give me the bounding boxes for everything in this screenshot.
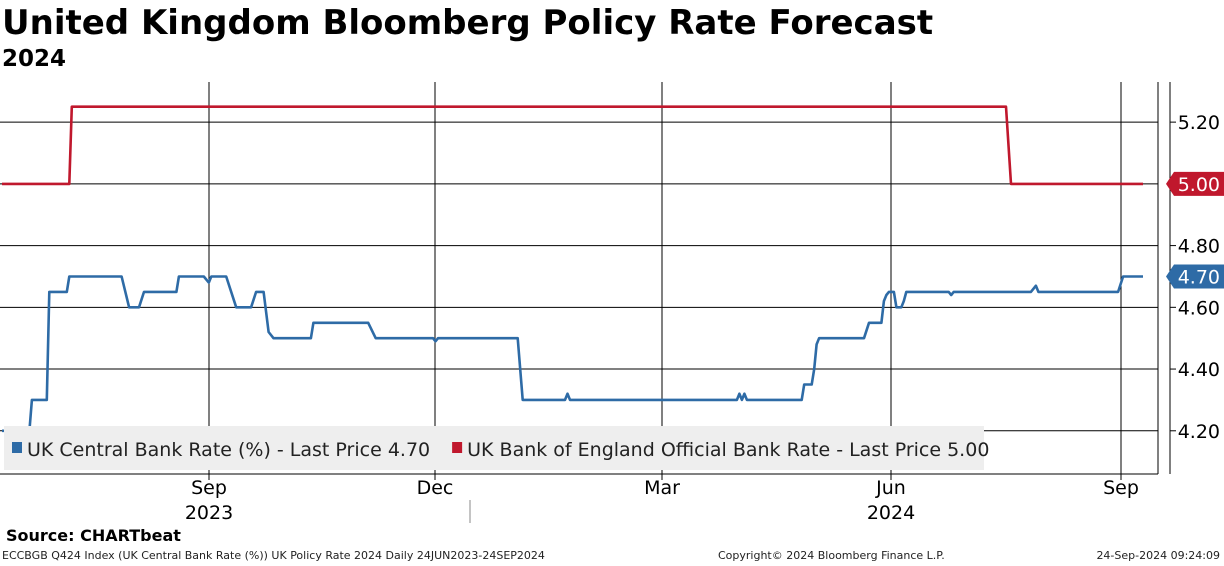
x-tick-label: Dec xyxy=(417,477,454,499)
y-tick-label: 4.40 xyxy=(1178,359,1220,381)
year-label: 2024 xyxy=(867,502,915,524)
chart-title: United Kingdom Bloomberg Policy Rate For… xyxy=(2,3,934,43)
legend-swatch-1 xyxy=(12,442,22,453)
y-tick-label: 4.80 xyxy=(1178,236,1220,258)
legend-label-2: UK Bank of England Official Bank Rate - … xyxy=(467,439,989,461)
series-line-1 xyxy=(2,275,1143,433)
legend-box xyxy=(4,426,984,470)
x-tick-label: Jun xyxy=(875,477,906,499)
legend-label-1: UK Central Bank Rate (%) - Last Price 4.… xyxy=(27,439,430,461)
timestamp: 24-Sep-2024 09:24:09 xyxy=(1096,549,1220,562)
source-note: Source: CHARTbeat xyxy=(6,526,181,545)
last-price-label-2: 5.00 xyxy=(1178,174,1220,196)
y-tick-label: 4.20 xyxy=(1178,421,1220,443)
last-price-marker-2 xyxy=(1166,171,1224,196)
year-label: 2023 xyxy=(185,502,233,524)
chart-subtitle: 2024 xyxy=(2,46,67,72)
x-tick-label: Mar xyxy=(644,477,680,499)
last-price-label-1: 4.70 xyxy=(1178,266,1220,288)
series-line-2 xyxy=(2,105,1143,186)
copyright-notice: Copyright© 2024 Bloomberg Finance L.P. xyxy=(718,549,945,562)
x-tick-label: Sep xyxy=(1103,477,1139,499)
y-tick-label: 4.60 xyxy=(1178,297,1220,319)
ticker-description: ECCBGB Q424 Index (UK Central Bank Rate … xyxy=(2,549,545,562)
legend-swatch-2 xyxy=(452,442,463,453)
last-price-marker-1 xyxy=(1166,264,1224,289)
y-tick-label: 5.20 xyxy=(1178,112,1220,134)
x-tick-label: Sep xyxy=(191,477,227,499)
